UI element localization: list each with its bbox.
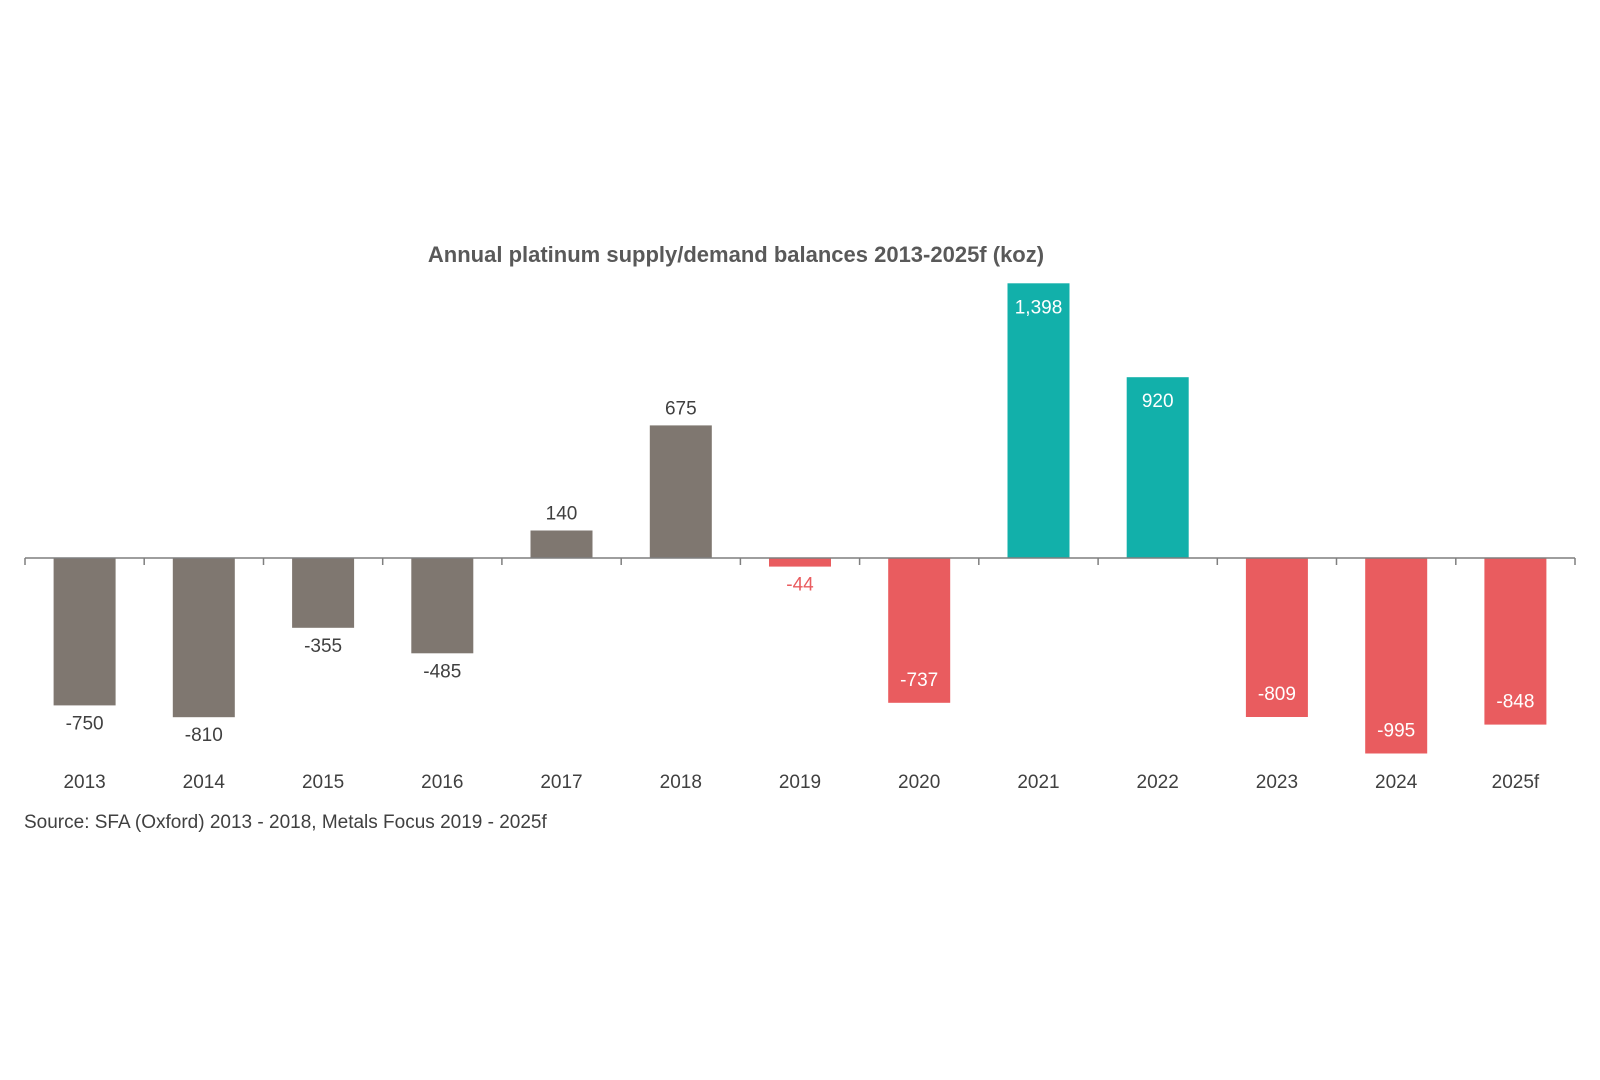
bar-2013 xyxy=(53,558,116,706)
category-label-2017: 2017 xyxy=(540,772,582,793)
bar-2022 xyxy=(1126,377,1189,558)
data-label-2022: 920 xyxy=(1142,391,1174,412)
data-label-2021: 1,398 xyxy=(1015,297,1063,318)
bar-2015 xyxy=(292,558,355,628)
data-label-2024: -995 xyxy=(1377,721,1415,742)
category-labels-group: 2013 2014 2015 2016 2017 2018 2019 2020 2021 2022… xyxy=(63,772,1539,793)
source-note: Source: SFA (Oxford) 2013 - 2018, Metals… xyxy=(24,812,547,833)
bar-2021 xyxy=(1007,283,1070,558)
category-label-2025f: 2025f xyxy=(1492,772,1540,793)
category-label-2021: 2021 xyxy=(1017,772,1059,793)
bars-group xyxy=(53,283,1547,754)
bar-2025f xyxy=(1484,558,1547,725)
bar-2014 xyxy=(172,558,235,718)
bar-2024 xyxy=(1365,558,1428,754)
category-label-2020: 2020 xyxy=(898,772,940,793)
data-label-2025f: -848 xyxy=(1496,692,1534,713)
x-axis xyxy=(24,557,1576,565)
data-label-2020: -737 xyxy=(900,670,938,691)
chart-title: Annual platinum supply/demand balances 2… xyxy=(428,242,1044,267)
category-label-2019: 2019 xyxy=(779,772,821,793)
category-label-2023: 2023 xyxy=(1256,772,1298,793)
bar-2019 xyxy=(769,558,831,567)
bar-2017 xyxy=(530,530,593,558)
data-label-2013: -750 xyxy=(66,713,104,734)
bar-2018 xyxy=(649,425,712,558)
bar-2016 xyxy=(411,558,474,654)
category-label-2013: 2013 xyxy=(63,772,105,793)
data-label-2017: 140 xyxy=(546,504,578,525)
data-label-2014: -810 xyxy=(185,725,223,746)
category-label-2015: 2015 xyxy=(302,772,344,793)
bar-2020 xyxy=(888,558,951,703)
category-label-2016: 2016 xyxy=(421,772,463,793)
data-labels-group: -750 -810 -355 -485 140 675 -44 -737 1,398 920 -80… xyxy=(66,297,1535,746)
category-label-2022: 2022 xyxy=(1137,772,1179,793)
data-label-2019: -44 xyxy=(786,575,814,596)
category-label-2018: 2018 xyxy=(660,772,702,793)
bar-2023 xyxy=(1245,558,1308,717)
category-label-2024: 2024 xyxy=(1375,772,1418,793)
data-label-2016: -485 xyxy=(423,661,461,682)
data-label-2023: -809 xyxy=(1258,684,1296,705)
data-label-2015: -355 xyxy=(304,636,342,657)
category-label-2014: 2014 xyxy=(183,772,226,793)
data-label-2018: 675 xyxy=(665,398,697,419)
